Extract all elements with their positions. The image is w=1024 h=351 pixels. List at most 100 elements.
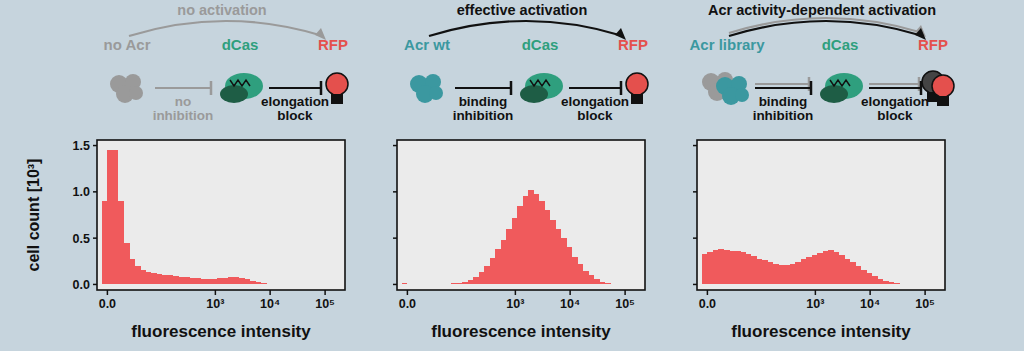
- acr-icon: [429, 86, 443, 100]
- histogram-bar: [817, 253, 822, 284]
- inhibition-line: [755, 87, 811, 89]
- x-axis-title: fluorescence intensity: [431, 322, 611, 341]
- histogram-bar: [468, 280, 473, 285]
- dcas-icon: [220, 85, 248, 103]
- rfp-bulb-base: [331, 94, 343, 104]
- x-tick: [815, 290, 817, 295]
- histogram-bar: [130, 259, 135, 285]
- activation-arrow: [729, 21, 923, 36]
- node-label: Acr library: [689, 36, 765, 53]
- x-tick: [924, 290, 926, 295]
- word: inhibition: [453, 108, 514, 123]
- histogram-bar: [762, 260, 768, 284]
- x-tick: [869, 290, 871, 295]
- histogram-bar: [894, 283, 900, 284]
- histogram-bar: [528, 190, 533, 284]
- histogram-bar: [779, 265, 785, 284]
- word: block: [877, 108, 913, 123]
- x-tick-label: 10³: [806, 297, 824, 311]
- dcas-icon: [520, 85, 548, 103]
- histogram-bar: [724, 250, 730, 284]
- histogram-bar: [234, 277, 240, 284]
- x-tick-label: 0.0: [399, 297, 416, 311]
- inhibition-bar: [510, 81, 513, 95]
- guide-rna: [230, 80, 250, 86]
- histogram-bar: [616, 284, 622, 285]
- activation-arrow: [129, 21, 323, 36]
- histogram-bar: [451, 283, 457, 284]
- histogram-bar: [289, 284, 295, 285]
- rfp-bulb: [932, 75, 954, 97]
- x-axis-title: fluorescence intensity: [731, 322, 911, 341]
- histogram-bar: [741, 252, 746, 284]
- histogram-bar: [473, 277, 478, 284]
- histogram-bar: [861, 270, 867, 285]
- node-label: no Acr: [104, 36, 151, 53]
- histogram-bar: [539, 201, 545, 284]
- word: no: [175, 94, 192, 109]
- histogram-bar: [768, 262, 773, 284]
- histogram-bar: [735, 251, 740, 284]
- inhibition-line: [269, 87, 321, 89]
- histogram-bar: [746, 254, 751, 285]
- histogram-bar: [850, 262, 855, 284]
- plot-area: [397, 140, 645, 290]
- histogram-bar: [578, 264, 584, 284]
- histogram-bar: [878, 279, 884, 285]
- histogram-bar: [179, 277, 185, 284]
- histogram-bar: [702, 254, 708, 285]
- histogram-bar: [801, 259, 807, 284]
- y-tick: [93, 237, 97, 239]
- x-tick-label: 10⁴: [560, 297, 580, 311]
- histogram-bar: [300, 284, 305, 285]
- y-tick: [693, 145, 697, 147]
- histogram-bar: [730, 251, 735, 284]
- y-tick: [393, 284, 397, 286]
- histogram-bar: [250, 281, 255, 285]
- figure: no activationno AcrdCasRFPnoinhibitionel…: [0, 0, 1024, 351]
- dcas-icon: [820, 85, 848, 103]
- histogram-bar: [462, 282, 468, 285]
- histogram-bar: [900, 283, 905, 285]
- histogram-bar: [545, 210, 550, 284]
- histogram-bar: [228, 277, 233, 284]
- word: inhibition: [753, 108, 814, 123]
- y-tick: [693, 191, 697, 193]
- x-tick: [107, 290, 109, 295]
- histogram-bar: [605, 283, 610, 284]
- x-tick: [624, 290, 626, 295]
- histogram-bar: [151, 273, 157, 284]
- node-label: Acr wt: [404, 36, 450, 53]
- histogram-bar: [707, 252, 713, 284]
- histogram-bar: [245, 279, 250, 285]
- histogram-bar: [806, 257, 812, 285]
- histogram-bar: [107, 150, 113, 284]
- histogram-bar: [457, 283, 463, 285]
- histogram-bar: [261, 283, 267, 285]
- y-tick-label: 1.0: [73, 185, 90, 199]
- bars: [702, 249, 906, 284]
- histogram-bar: [916, 284, 922, 285]
- x-tick: [215, 290, 217, 295]
- node-label: dCas: [822, 36, 859, 53]
- inhibition-line: [569, 87, 621, 89]
- panel-title: Acr activity-dependent activation: [708, 2, 936, 18]
- x-tick-label: 10⁴: [860, 297, 880, 311]
- histogram-bar: [594, 279, 600, 285]
- y-tick: [693, 284, 697, 286]
- histogram-bar: [212, 279, 218, 285]
- x-tick-label: 0.0: [99, 297, 116, 311]
- inhibition-bar: [810, 81, 813, 95]
- y-axis-title: cell count [10³]: [25, 159, 42, 272]
- plot-frame: [397, 140, 645, 290]
- histogram-bar: [828, 250, 833, 284]
- y-tick-label: 0.0: [73, 278, 90, 292]
- histogram-bar: [118, 201, 124, 284]
- x-tick-label: 10⁵: [315, 297, 335, 311]
- rfp-bulb-base: [631, 94, 643, 104]
- y-tick: [393, 145, 397, 147]
- histogram-bar: [190, 278, 195, 284]
- histogram-bar: [267, 283, 273, 285]
- inhibition-bar: [320, 81, 323, 95]
- panel-title: effective activation: [457, 2, 588, 18]
